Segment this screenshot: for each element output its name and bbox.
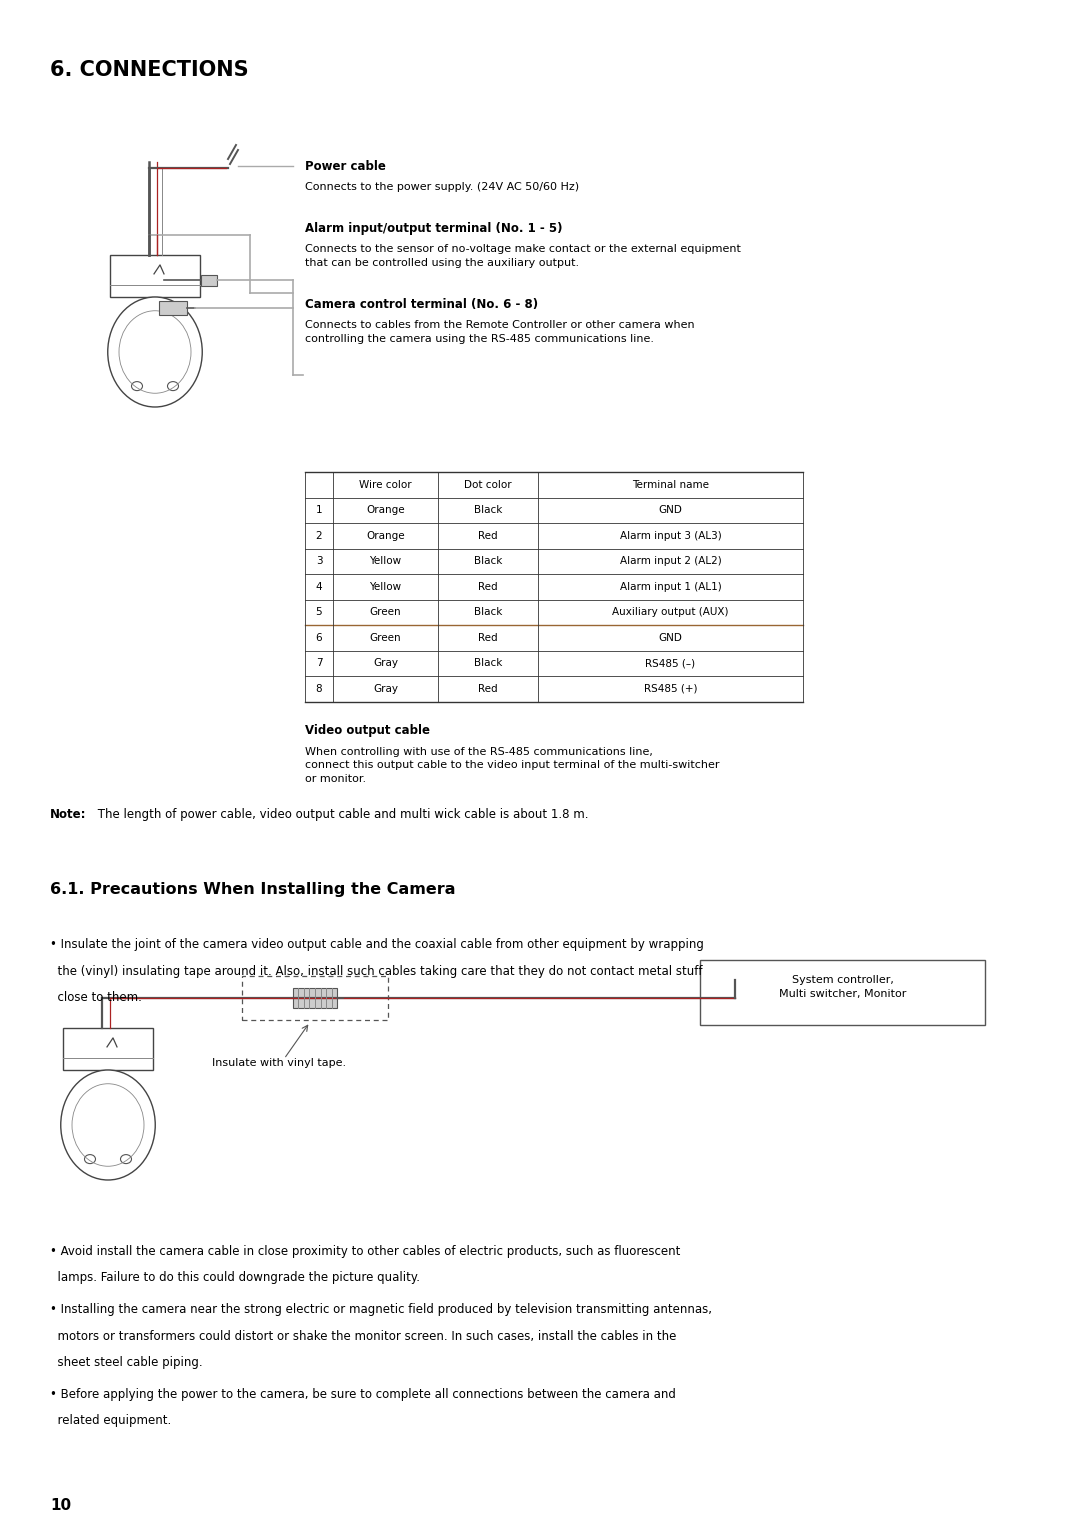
Text: Connects to the sensor of no-voltage make contact or the external equipment
that: Connects to the sensor of no-voltage mak…	[305, 244, 741, 267]
Ellipse shape	[132, 382, 143, 391]
Text: 3: 3	[315, 556, 322, 567]
Text: Green: Green	[369, 633, 402, 643]
FancyBboxPatch shape	[63, 1028, 153, 1070]
Ellipse shape	[108, 296, 202, 406]
Text: related equipment.: related equipment.	[50, 1413, 172, 1427]
Text: The length of power cable, video output cable and multi wick cable is about 1.8 : The length of power cable, video output …	[94, 808, 589, 821]
Text: Green: Green	[369, 607, 402, 617]
Text: Red: Red	[478, 683, 498, 694]
Bar	[159, 301, 187, 315]
Text: • Avoid install the camera cable in close proximity to other cables of electric : • Avoid install the camera cable in clos…	[50, 1245, 680, 1258]
Text: Yellow: Yellow	[369, 582, 402, 591]
Text: Dot color: Dot color	[464, 480, 512, 490]
FancyBboxPatch shape	[110, 255, 200, 296]
Text: When controlling with use of the RS-485 communications line,
connect this output: When controlling with use of the RS-485 …	[305, 747, 719, 784]
Text: 6. CONNECTIONS: 6. CONNECTIONS	[50, 60, 248, 79]
Text: Connects to the power supply. (24V AC 50/60 Hz): Connects to the power supply. (24V AC 50…	[305, 182, 579, 193]
Text: Black: Black	[474, 556, 502, 567]
Text: Auxiliary output (AUX): Auxiliary output (AUX)	[612, 607, 729, 617]
Text: Orange: Orange	[366, 530, 405, 541]
Ellipse shape	[60, 1070, 156, 1180]
Text: 5: 5	[315, 607, 322, 617]
Text: Wire color: Wire color	[360, 480, 411, 490]
Text: Yellow: Yellow	[369, 556, 402, 567]
Text: close to them.: close to them.	[50, 992, 141, 1004]
Text: Camera control terminal (No. 6 - 8): Camera control terminal (No. 6 - 8)	[305, 298, 538, 312]
Text: 8: 8	[315, 683, 322, 694]
Ellipse shape	[167, 382, 178, 391]
Text: sheet steel cable piping.: sheet steel cable piping.	[50, 1355, 203, 1369]
Text: 1: 1	[315, 506, 322, 515]
Text: 10: 10	[50, 1497, 71, 1513]
Text: 7: 7	[315, 659, 322, 668]
Ellipse shape	[84, 1155, 95, 1164]
Text: Connects to cables from the Remote Controller or other camera when
controlling t: Connects to cables from the Remote Contr…	[305, 319, 694, 344]
Bar	[700, 960, 985, 1025]
Text: Terminal name: Terminal name	[632, 480, 708, 490]
Text: Insulate with vinyl tape.: Insulate with vinyl tape.	[212, 1057, 346, 1068]
Bar	[201, 275, 217, 286]
Text: Black: Black	[474, 506, 502, 515]
Text: 2: 2	[315, 530, 322, 541]
Text: Gray: Gray	[373, 683, 399, 694]
Text: Red: Red	[478, 633, 498, 643]
Text: Alarm input 3 (AL3): Alarm input 3 (AL3)	[620, 530, 721, 541]
Text: Note:: Note:	[50, 808, 86, 821]
Text: Video output cable: Video output cable	[305, 723, 430, 736]
Text: • Before applying the power to the camera, be sure to complete all connections b: • Before applying the power to the camer…	[50, 1387, 676, 1401]
Text: System controller,
Multi switcher, Monitor: System controller, Multi switcher, Monit…	[779, 975, 906, 999]
Text: motors or transformers could distort or shake the monitor screen. In such cases,: motors or transformers could distort or …	[50, 1329, 676, 1343]
Bar	[293, 989, 337, 1008]
Ellipse shape	[121, 1155, 132, 1164]
Text: Alarm input 2 (AL2): Alarm input 2 (AL2)	[620, 556, 721, 567]
Text: Black: Black	[474, 659, 502, 668]
Text: Orange: Orange	[366, 506, 405, 515]
Text: • Insulate the joint of the camera video output cable and the coaxial cable from: • Insulate the joint of the camera video…	[50, 938, 704, 950]
Bar	[242, 976, 388, 1021]
Text: RS485 (–): RS485 (–)	[646, 659, 696, 668]
Text: Alarm input/output terminal (No. 1 - 5): Alarm input/output terminal (No. 1 - 5)	[305, 222, 563, 235]
Text: Red: Red	[478, 530, 498, 541]
Text: RS485 (+): RS485 (+)	[644, 683, 698, 694]
Text: lamps. Failure to do this could downgrade the picture quality.: lamps. Failure to do this could downgrad…	[50, 1271, 420, 1285]
Text: Black: Black	[474, 607, 502, 617]
Text: the (vinyl) insulating tape around it. Also, install such cables taking care tha: the (vinyl) insulating tape around it. A…	[50, 964, 702, 978]
Text: 4: 4	[315, 582, 322, 591]
Text: 6.1. Precautions When Installing the Camera: 6.1. Precautions When Installing the Cam…	[50, 882, 456, 897]
Text: Red: Red	[478, 582, 498, 591]
Text: • Installing the camera near the strong electric or magnetic field produced by t: • Installing the camera near the strong …	[50, 1303, 712, 1316]
Text: Power cable: Power cable	[305, 160, 386, 173]
Text: Alarm input 1 (AL1): Alarm input 1 (AL1)	[620, 582, 721, 591]
Text: 6: 6	[315, 633, 322, 643]
Text: GND: GND	[659, 633, 683, 643]
Text: GND: GND	[659, 506, 683, 515]
Text: Gray: Gray	[373, 659, 399, 668]
